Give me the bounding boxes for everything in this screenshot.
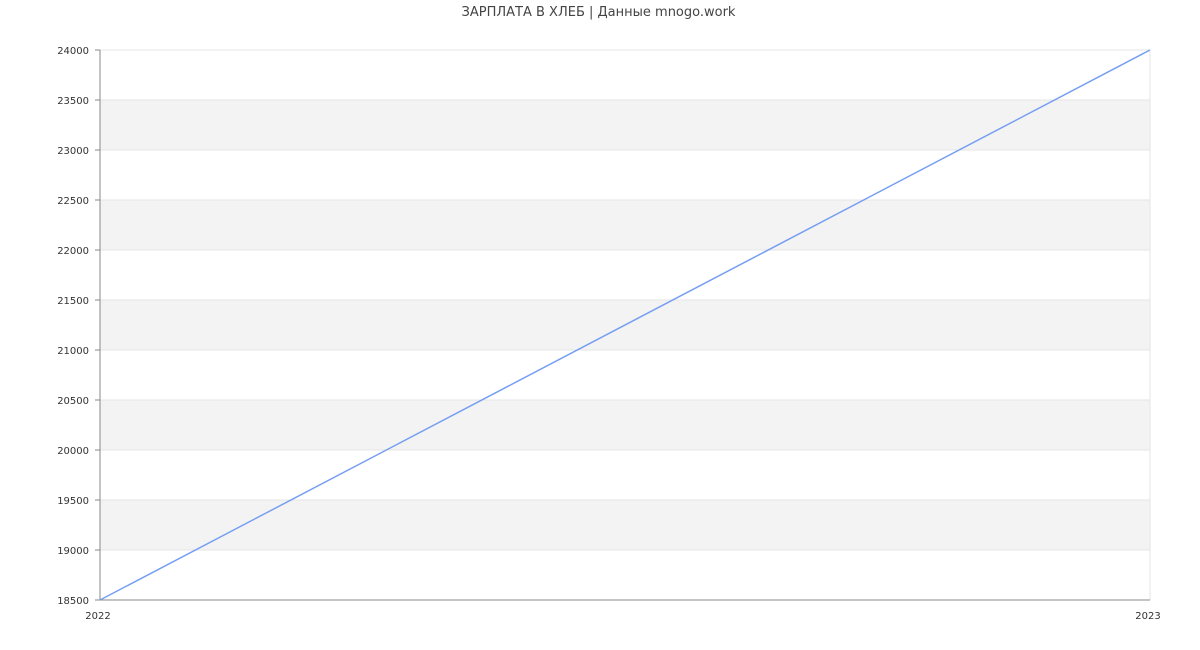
series-line [99,49,1151,601]
grid-band [100,200,1150,250]
grid-band [100,500,1150,550]
y-tick-label: 19500 [57,496,89,507]
x-tick-label: 2022 [85,611,110,622]
y-tick-label: 21500 [57,296,89,307]
y-tick-label: 22500 [57,196,89,207]
y-tick-label: 20500 [57,396,89,407]
y-tick-label: 24000 [57,46,89,57]
y-tick-label: 21000 [57,346,89,357]
y-tick-label: 18500 [57,596,89,607]
y-tick-label: 20000 [57,446,89,457]
grid-band [100,400,1150,450]
y-tick-label: 23000 [57,146,89,157]
y-tick-label: 23500 [57,96,89,107]
grid-band [100,100,1150,150]
y-tick-label: 19000 [57,546,89,557]
x-tick-label: 2023 [1135,611,1160,622]
y-tick-label: 22000 [57,246,89,257]
chart-title: ЗАРПЛАТА В ХЛЕБ | Данные mnogo.work [461,5,736,20]
